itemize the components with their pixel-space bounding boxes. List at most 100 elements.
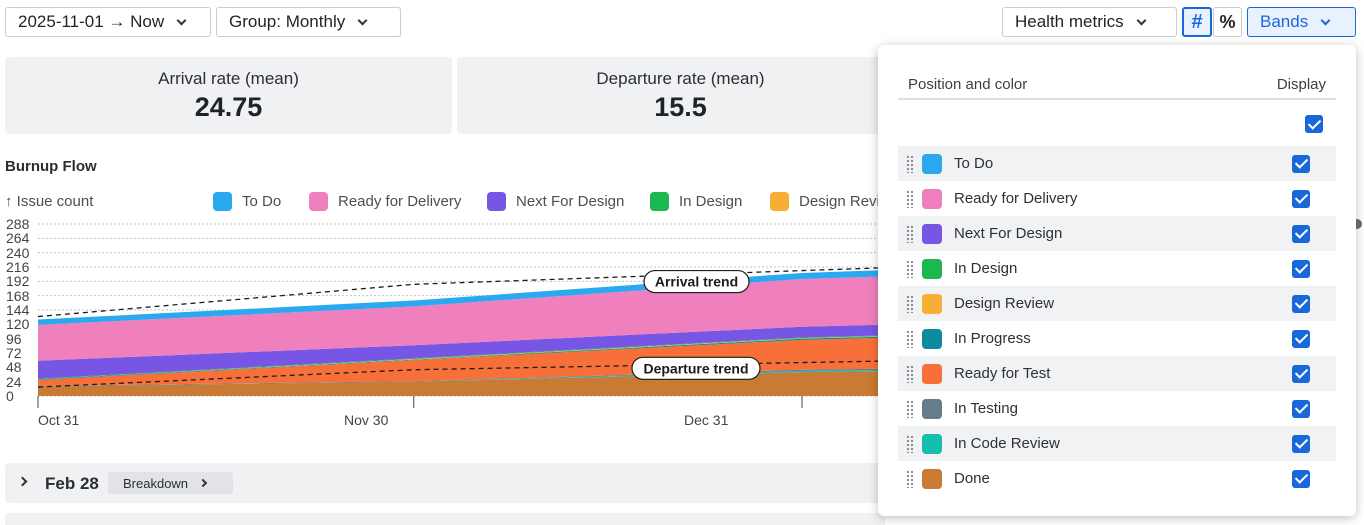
x-tick-label: Dec 31 — [684, 412, 729, 428]
legend-label: Design Revie — [799, 193, 889, 210]
health-metrics-dropdown[interactable]: Health metrics — [1002, 7, 1177, 37]
band-row-next-for-design[interactable]: Next For Design — [898, 216, 1336, 251]
drag-handle-icon[interactable] — [906, 399, 914, 418]
band-label: Design Review — [954, 295, 1055, 312]
band-display-checkbox[interactable] — [1292, 189, 1310, 208]
band-row-in-design[interactable]: In Design — [898, 251, 1336, 286]
legend-item-next-for-design[interactable]: Next For Design — [487, 192, 624, 211]
date-range-label: 2025-11-01 → Now — [18, 12, 165, 31]
legend-item-to-do[interactable]: To Do — [213, 192, 281, 211]
band-row-ready-for-delivery[interactable]: Ready for Delivery — [898, 181, 1336, 216]
band-display-checkbox[interactable] — [1292, 154, 1310, 173]
band-color-swatch[interactable] — [922, 433, 942, 454]
band-color-swatch[interactable] — [922, 468, 942, 489]
band-label: In Progress — [954, 330, 1031, 347]
band-label: Ready for Delivery — [954, 190, 1078, 207]
breakdown-row[interactable]: Feb 28 Breakdown — [5, 463, 885, 503]
drag-handle-icon[interactable] — [906, 189, 914, 208]
arrival-rate-card: Arrival rate (mean) 24.75 — [5, 57, 452, 134]
band-color-swatch[interactable] — [922, 398, 942, 419]
y-tick-label: 0 — [6, 388, 14, 404]
band-display-checkbox[interactable] — [1292, 224, 1310, 243]
chevron-right-icon[interactable] — [17, 476, 28, 487]
drag-handle-icon[interactable] — [906, 434, 914, 453]
legend-swatch — [650, 192, 669, 211]
group-dropdown[interactable]: Group: Monthly — [216, 7, 401, 37]
panel-header-display: Display — [1276, 76, 1326, 93]
legend-swatch — [213, 192, 232, 211]
band-label: In Code Review — [954, 435, 1060, 452]
percent-mode-toggle[interactable]: % — [1213, 7, 1242, 37]
trend-label: Arrival trend — [655, 274, 738, 290]
bands-panel: Position and color Display To Do Ready fo… — [878, 45, 1356, 516]
departure-rate-label: Departure rate (mean) — [596, 69, 765, 88]
band-display-checkbox[interactable] — [1292, 329, 1310, 348]
trend-label-pill — [643, 269, 750, 294]
band-color-swatch[interactable] — [922, 363, 942, 384]
y-tick-label: 120 — [6, 316, 30, 333]
band-label: In Design — [954, 260, 1018, 277]
departure-rate-card: Departure rate (mean) 15.5 — [457, 57, 904, 134]
legend-item-design-review[interactable]: Design Revie — [770, 192, 888, 211]
chevron-right-icon — [198, 478, 208, 488]
y-tick-label: 96 — [6, 330, 22, 347]
legend-item-in-design[interactable]: In Design — [650, 192, 742, 211]
band-color-swatch[interactable] — [922, 153, 942, 174]
percent-icon: % — [1219, 11, 1236, 32]
band-row-in-code-review[interactable]: In Code Review — [898, 426, 1336, 461]
band-row-ready-for-test[interactable]: Ready for Test — [898, 356, 1336, 391]
band-label: Ready for Test — [954, 365, 1051, 382]
drag-handle-icon[interactable] — [906, 294, 914, 313]
band-display-checkbox[interactable] — [1292, 469, 1310, 488]
legend-item-ready-for-delivery[interactable]: Ready for Delivery — [309, 192, 461, 211]
band-display-checkbox[interactable] — [1292, 259, 1310, 278]
legend-label: To Do — [242, 193, 282, 210]
arrival-rate-value: 24.75 — [194, 92, 263, 122]
band-row-in-progress[interactable]: In Progress — [898, 321, 1336, 356]
band-row-to-do[interactable]: To Do — [898, 146, 1336, 181]
breakdown-button[interactable]: Breakdown — [108, 472, 233, 494]
count-mode-toggle[interactable]: # — [1182, 7, 1212, 37]
arrival-rate-label: Arrival rate (mean) — [158, 69, 299, 88]
y-tick-label: 192 — [6, 273, 30, 290]
band-color-swatch[interactable] — [922, 188, 942, 209]
y-tick-label: 264 — [6, 230, 30, 247]
band-display-checkbox[interactable] — [1292, 399, 1310, 418]
panel-header-position: Position and color — [908, 76, 1028, 93]
drag-handle-icon[interactable] — [906, 469, 914, 488]
legend-label: In Design — [679, 193, 743, 210]
band-row-in-testing[interactable]: In Testing — [898, 391, 1336, 426]
y-tick-label: 288 — [6, 216, 30, 232]
band-row-design-review[interactable]: Design Review — [898, 286, 1336, 321]
drag-handle-icon[interactable] — [906, 154, 914, 173]
x-tick-label: Oct 31 — [38, 412, 80, 428]
band-color-swatch[interactable] — [922, 328, 942, 349]
area-done — [38, 369, 1040, 396]
band-display-checkbox[interactable] — [1292, 294, 1310, 313]
band-color-swatch[interactable] — [922, 258, 942, 279]
drag-handle-icon[interactable] — [906, 329, 914, 348]
drag-handle-icon[interactable] — [906, 259, 914, 278]
band-color-swatch[interactable] — [922, 293, 942, 314]
legend-swatch — [770, 192, 789, 211]
departure-rate-value: 15.5 — [654, 92, 707, 122]
y-tick-label: 72 — [6, 345, 22, 361]
y-tick-label: 144 — [6, 302, 30, 318]
drag-handle-icon[interactable] — [906, 364, 914, 383]
bands-dropdown[interactable]: Bands — [1247, 7, 1356, 37]
band-display-checkbox[interactable] — [1292, 434, 1310, 453]
band-color-swatch[interactable] — [922, 223, 942, 244]
drag-handle-icon[interactable] — [906, 224, 914, 243]
band-row-done[interactable]: Done — [898, 461, 1336, 496]
band-display-checkbox[interactable] — [1292, 364, 1310, 383]
next-row-partial — [5, 513, 885, 525]
y-axis-label: ↑ Issue count — [5, 193, 94, 210]
legend-swatch — [487, 192, 506, 211]
y-tick-label: 216 — [6, 259, 30, 275]
band-label: Next For Design — [954, 225, 1063, 242]
select-all-checkbox[interactable] — [1305, 115, 1323, 133]
panel-divider — [898, 98, 1336, 100]
area-ready-for-test — [38, 333, 1040, 386]
date-range-dropdown[interactable]: 2025-11-01 → Now — [5, 7, 211, 37]
